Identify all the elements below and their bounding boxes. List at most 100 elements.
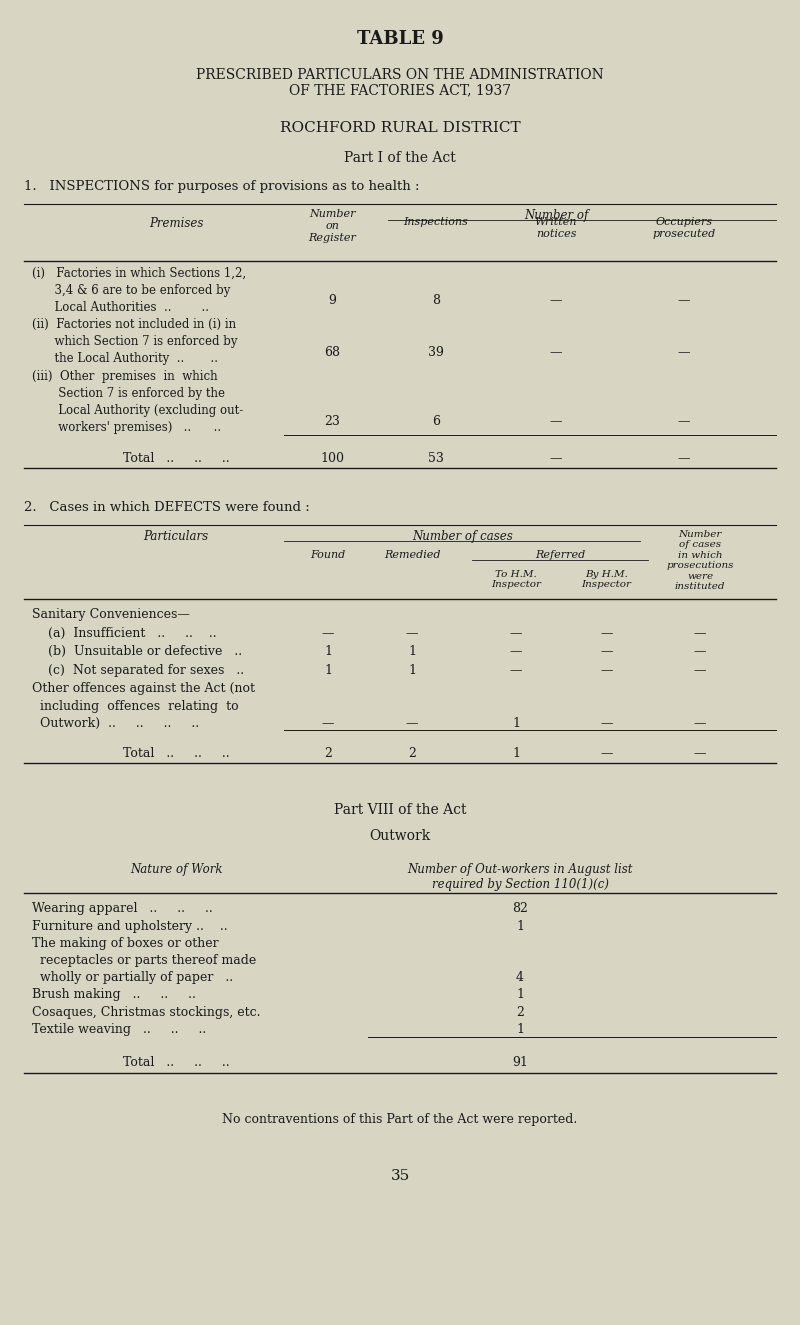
Text: 2: 2 [516,1006,524,1019]
Text: —: — [322,717,334,730]
Text: 39: 39 [428,346,444,359]
Text: Particulars: Particulars [143,530,209,543]
Text: ROCHFORD RURAL DISTRICT: ROCHFORD RURAL DISTRICT [280,121,520,135]
Text: No contraventions of this Part of the Act were reported.: No contraventions of this Part of the Ac… [222,1113,578,1126]
Text: Remedied: Remedied [384,550,440,560]
Text: Total   ..     ..     ..: Total .. .. .. [122,1056,230,1069]
Text: —: — [550,452,562,465]
Text: 3,4 & 6 are to be enforced by: 3,4 & 6 are to be enforced by [32,284,230,297]
Text: Local Authorities  ..        ..: Local Authorities .. .. [32,301,209,314]
Text: —: — [678,294,690,307]
Text: 8: 8 [432,294,440,307]
Text: Total   ..     ..     ..: Total .. .. .. [122,747,230,761]
Text: (iii)  Other  premises  in  which: (iii) Other premises in which [32,370,218,383]
Text: (i)   Factories in which Sections 1,2,: (i) Factories in which Sections 1,2, [32,266,246,280]
Text: —: — [678,452,690,465]
Text: Found: Found [310,550,346,560]
Text: —: — [694,645,706,659]
Text: PRESCRIBED PARTICULARS ON THE ADMINISTRATION
OF THE FACTORIES ACT, 1937: PRESCRIBED PARTICULARS ON THE ADMINISTRA… [196,68,604,98]
Text: 35: 35 [390,1169,410,1183]
Text: —: — [600,645,613,659]
Text: —: — [600,627,613,640]
Text: workers' premises)   ..      ..: workers' premises) .. .. [32,421,221,435]
Text: (a)  Insufficient   ..     ..    ..: (a) Insufficient .. .. .. [48,627,217,640]
Text: —: — [550,415,562,428]
Text: Referred: Referred [535,550,585,560]
Text: (c)  Not separated for sexes   ..: (c) Not separated for sexes .. [48,664,244,677]
Text: —: — [678,346,690,359]
Text: 1: 1 [516,920,524,933]
Text: —: — [600,747,613,761]
Text: Local Authority (excluding out-: Local Authority (excluding out- [32,404,243,417]
Text: 1: 1 [408,645,416,659]
Text: Inspections: Inspections [403,217,469,228]
Text: —: — [694,627,706,640]
Text: 53: 53 [428,452,444,465]
Text: The making of boxes or other: The making of boxes or other [32,937,218,950]
Text: —: — [694,664,706,677]
Text: 1: 1 [516,1023,524,1036]
Text: —: — [510,627,522,640]
Text: Total   ..     ..     ..: Total .. .. .. [122,452,230,465]
Text: Number
on
Register: Number on Register [308,209,356,242]
Text: —: — [550,346,562,359]
Text: 1: 1 [512,717,520,730]
Text: Section 7 is enforced by the: Section 7 is enforced by the [32,387,225,400]
Text: —: — [406,627,418,640]
Text: Number of cases: Number of cases [412,530,513,543]
Text: Textile weaving   ..     ..     ..: Textile weaving .. .. .. [32,1023,206,1036]
Text: —: — [406,717,418,730]
Text: Part VIII of the Act: Part VIII of the Act [334,803,466,818]
Text: —: — [322,627,334,640]
Text: 1: 1 [324,664,332,677]
Text: —: — [600,717,613,730]
Text: Written
notices: Written notices [534,217,578,238]
Text: Other offences against the Act (not: Other offences against the Act (not [32,682,255,696]
Text: —: — [510,645,522,659]
Text: 100: 100 [320,452,344,465]
Text: —: — [678,415,690,428]
Text: Number of: Number of [524,209,588,223]
Text: —: — [694,717,706,730]
Text: 1: 1 [516,988,524,1002]
Text: which Section 7 is enforced by: which Section 7 is enforced by [32,335,238,348]
Text: 6: 6 [432,415,440,428]
Text: Nature of Work: Nature of Work [130,863,222,876]
Text: 1: 1 [408,664,416,677]
Text: 2: 2 [324,747,332,761]
Text: wholly or partially of paper   ..: wholly or partially of paper .. [32,971,233,984]
Text: 23: 23 [324,415,340,428]
Text: 2.   Cases in which DEFECTS were found :: 2. Cases in which DEFECTS were found : [24,501,310,514]
Text: 68: 68 [324,346,340,359]
Text: 2: 2 [408,747,416,761]
Text: the Local Authority  ..       ..: the Local Authority .. .. [32,352,218,366]
Text: —: — [550,294,562,307]
Text: —: — [600,664,613,677]
Text: —: — [510,664,522,677]
Text: Brush making   ..     ..     ..: Brush making .. .. .. [32,988,196,1002]
Text: 1.   INSPECTIONS for purposes of provisions as to health :: 1. INSPECTIONS for purposes of provision… [24,180,419,193]
Text: Outwork: Outwork [370,829,430,844]
Text: Occupiers
prosecuted: Occupiers prosecuted [652,217,716,238]
Text: 1: 1 [324,645,332,659]
Text: —: — [694,747,706,761]
Text: including  offences  relating  to: including offences relating to [32,700,238,713]
Text: (b)  Unsuitable or defective   ..: (b) Unsuitable or defective .. [48,645,242,659]
Text: Furniture and upholstery ..    ..: Furniture and upholstery .. .. [32,920,228,933]
Text: Premises: Premises [149,217,203,231]
Text: Sanitary Conveniences—: Sanitary Conveniences— [32,608,190,621]
Text: 91: 91 [512,1056,528,1069]
Text: TABLE 9: TABLE 9 [357,30,443,49]
Text: 1: 1 [512,747,520,761]
Text: 82: 82 [512,902,528,916]
Text: By H.M.
Inspector: By H.M. Inspector [582,570,631,590]
Text: Number of Out-workers in August list
required by Section 110(1)(c): Number of Out-workers in August list req… [407,863,633,890]
Text: To H.M.
Inspector: To H.M. Inspector [491,570,541,590]
Text: Wearing apparel   ..     ..     ..: Wearing apparel .. .. .. [32,902,213,916]
Text: Part I of the Act: Part I of the Act [344,151,456,166]
Text: receptacles or parts thereof made: receptacles or parts thereof made [32,954,256,967]
Text: 4: 4 [516,971,524,984]
Text: Number
of cases
in which
prosecutions
were
instituted: Number of cases in which prosecutions we… [666,530,734,591]
Text: (ii)  Factories not included in (i) in: (ii) Factories not included in (i) in [32,318,236,331]
Text: Outwork)  ..     ..     ..     ..: Outwork) .. .. .. .. [32,717,199,730]
